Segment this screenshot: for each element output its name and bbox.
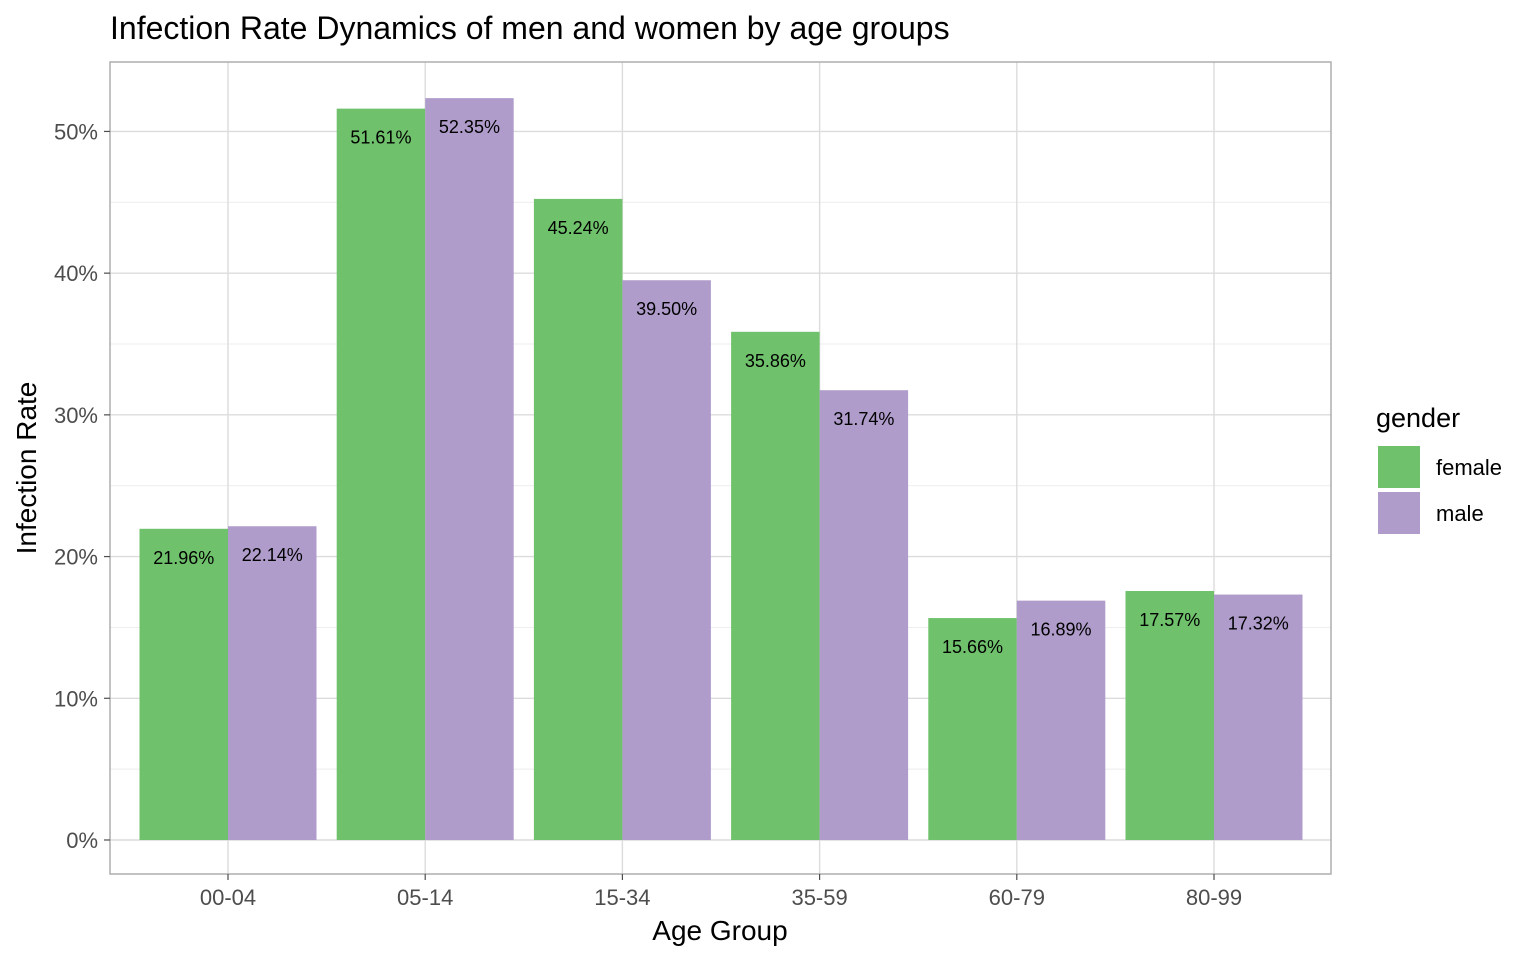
legend-swatch-female xyxy=(1378,446,1420,488)
chart-title: Infection Rate Dynamics of men and women… xyxy=(110,10,950,46)
bar-female xyxy=(928,618,1017,840)
bar-male xyxy=(1214,594,1303,840)
x-tick-label: 80-99 xyxy=(1186,885,1242,910)
data-label-male: 52.35% xyxy=(439,117,500,137)
data-label-female: 51.61% xyxy=(350,128,411,148)
y-tick-label: 40% xyxy=(54,261,98,286)
bar-male xyxy=(819,390,909,840)
bar-female xyxy=(336,108,426,840)
x-axis: 00-04 05-14 15-34 35-59 60-79 80-99 xyxy=(200,874,1242,910)
data-label-male: 39.50% xyxy=(636,299,697,319)
data-label-female: 17.57% xyxy=(1139,610,1200,630)
y-tick-label: 50% xyxy=(54,119,98,144)
data-labels: 21.96% 51.61% 45.24% 35.86% 15.66% 17.57% 22.1… xyxy=(153,117,1289,657)
y-axis-title: Infection Rate xyxy=(11,382,42,555)
y-axis: 0% 10% 20% 30% 40% 50% xyxy=(54,119,110,853)
data-label-male: 31.74% xyxy=(833,409,894,429)
x-tick-label: 35-59 xyxy=(791,885,847,910)
bar-female xyxy=(1125,591,1214,840)
data-label-female: 35.86% xyxy=(745,351,806,371)
plot-panel-border xyxy=(109,61,1332,875)
y-tick-label: 20% xyxy=(54,545,98,570)
x-tick-label: 00-04 xyxy=(200,885,256,910)
legend-label-male: male xyxy=(1436,501,1484,526)
bar-female xyxy=(139,528,228,840)
bar-male xyxy=(228,526,317,840)
legend-label-female: female xyxy=(1436,455,1502,480)
legend: gender female male xyxy=(1376,403,1502,534)
bar-male xyxy=(425,98,514,840)
data-label-female: 21.96% xyxy=(153,548,214,568)
x-tick-label: 05-14 xyxy=(397,885,453,910)
y-tick-label: 30% xyxy=(54,403,98,428)
legend-swatch-male xyxy=(1378,492,1420,534)
bar-male xyxy=(1016,600,1106,840)
y-tick-label: 10% xyxy=(54,686,98,711)
bars xyxy=(139,98,1303,840)
legend-title: gender xyxy=(1376,403,1460,433)
bar-male xyxy=(622,280,711,840)
x-axis-title: Age Group xyxy=(652,915,787,946)
bar-female xyxy=(731,331,820,840)
x-tick-label: 15-34 xyxy=(594,885,650,910)
data-label-male: 16.89% xyxy=(1031,620,1092,640)
data-label-female: 45.24% xyxy=(548,218,609,238)
y-tick-label: 0% xyxy=(66,828,98,853)
data-label-female: 15.66% xyxy=(942,637,1003,657)
bar-female xyxy=(533,198,623,840)
data-label-male: 22.14% xyxy=(242,545,303,565)
data-label-male: 17.32% xyxy=(1228,614,1289,634)
x-tick-label: 60-79 xyxy=(989,885,1045,910)
